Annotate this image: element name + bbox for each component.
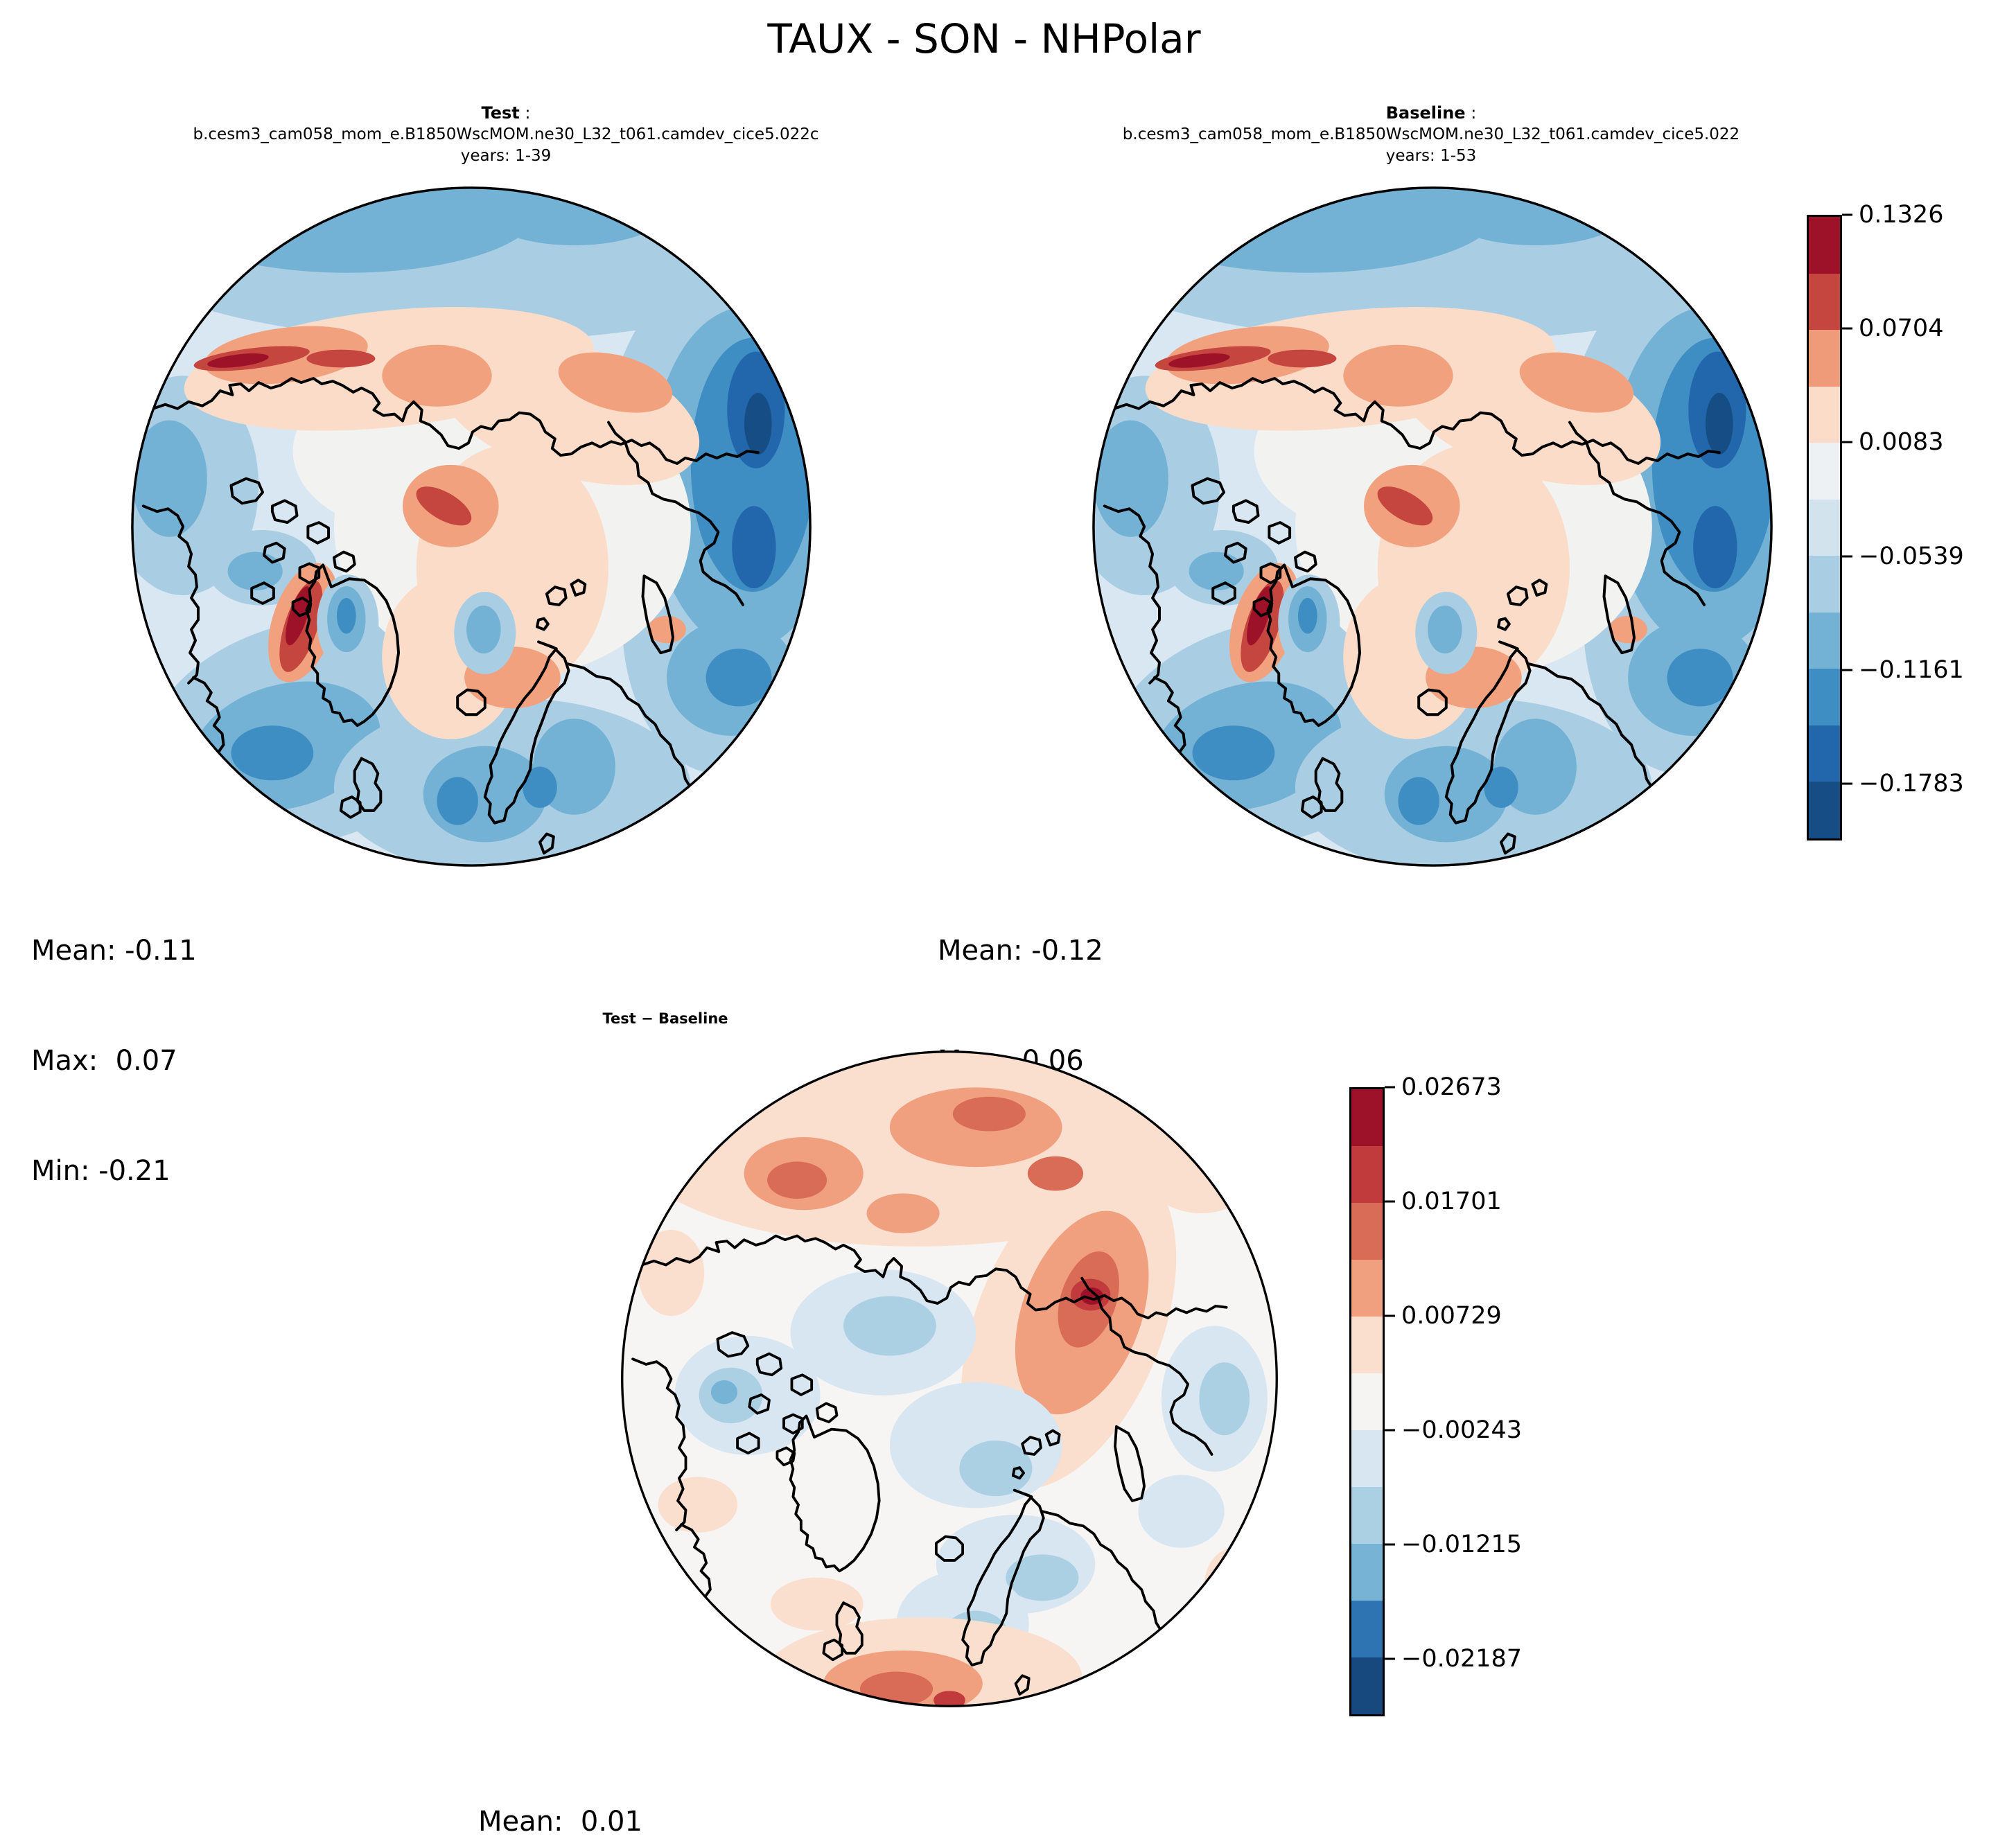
colorbar-segment — [1809, 499, 1840, 556]
test-case-name: b.cesm3_cam058_mom_e.B1850WscMOM.ne30_L3… — [193, 125, 819, 143]
colorbar-tick-label: 0.0083 — [1859, 428, 1944, 457]
main-colorbar: 0.1326 0.0704 0.0083 −0.0539 −0.1161 −0.1783 — [1807, 201, 1964, 841]
test-map — [128, 184, 814, 870]
colorbar-segment — [1351, 1601, 1383, 1657]
colorbar-segment — [1809, 669, 1840, 725]
colorbar-tick-label: 0.02673 — [1401, 1073, 1502, 1101]
colorbar-tick-label: −0.01215 — [1401, 1531, 1523, 1559]
colorbar-tick-label: −0.02187 — [1401, 1645, 1523, 1673]
baseline-years: years: 1-53 — [1385, 147, 1477, 165]
colorbar-segment — [1809, 443, 1840, 500]
test-stats: Mean: -0.11 Max: 0.07 Min: -0.21 — [31, 859, 197, 1263]
baseline-label-line: Baseline : — [1043, 103, 1819, 124]
colorbar-tick-mark — [1842, 213, 1852, 216]
colorbar-segment — [1809, 725, 1840, 782]
test-panel-header: Test : b.cesm3_cam058_mom_e.B1850WscMOM.… — [118, 103, 894, 167]
colorbar-tick-mark — [1842, 669, 1852, 671]
colorbar-tick-label: 0.00729 — [1401, 1302, 1502, 1330]
colorbar-segment — [1351, 1487, 1383, 1544]
colorbar-tick-mark — [1385, 1200, 1395, 1203]
colorbar-tick-mark — [1385, 1429, 1395, 1432]
baseline-label-suffix: : — [1465, 103, 1477, 123]
colorbar-segment — [1809, 273, 1840, 331]
colorbar-tick-mark — [1385, 1314, 1395, 1317]
test-label-suffix: : — [519, 103, 531, 123]
colorbar-segment — [1351, 1317, 1383, 1373]
colorbar-segment — [1351, 1260, 1383, 1317]
colorbar-tick-label: 0.1326 — [1859, 201, 1944, 229]
colorbar-segment — [1351, 1089, 1383, 1146]
colorbar-segment — [1351, 1146, 1383, 1203]
baseline-mean: Mean: -0.12 — [938, 935, 1103, 967]
colorbar-tick-mark — [1842, 782, 1852, 785]
colorbar-tick-label: −0.0539 — [1859, 542, 1964, 570]
colorbar-segment — [1351, 1203, 1383, 1260]
colorbar-segment — [1809, 782, 1840, 839]
baseline-map — [1089, 184, 1776, 870]
colorbar-segment — [1809, 556, 1840, 613]
colorbar-tick-label: 0.0704 — [1859, 315, 1944, 343]
colorbar-segment — [1809, 386, 1840, 443]
colorbar-tick-mark — [1842, 555, 1852, 558]
colorbar-tick-label: −0.00243 — [1401, 1416, 1523, 1445]
test-mean: Mean: -0.11 — [31, 935, 197, 967]
colorbar-segment — [1809, 612, 1840, 669]
colorbar-segment — [1809, 330, 1840, 387]
colorbar-tick-label: 0.01701 — [1401, 1188, 1502, 1216]
colorbar-tick-label: −0.1783 — [1859, 769, 1964, 798]
baseline-label: Baseline — [1385, 103, 1466, 123]
colorbar-segment — [1351, 1544, 1383, 1601]
baseline-panel-header: Baseline : b.cesm3_cam058_mom_e.B1850Wsc… — [1043, 103, 1819, 167]
test-years: years: 1-39 — [460, 147, 552, 165]
diff-stats: Mean: 0.01 Max: 0.03 Min: -0.02 — [478, 1730, 642, 1848]
diff-colorbar: 0.02673 0.01701 0.00729 −0.00243 −0.01215 −0.… — [1349, 1073, 1522, 1716]
colorbar-segments — [1349, 1087, 1385, 1716]
colorbar-segments — [1807, 215, 1842, 841]
colorbar-segment — [1351, 1373, 1383, 1430]
colorbar-tick-mark — [1842, 441, 1852, 443]
diff-mean: Mean: 0.01 — [478, 1806, 642, 1838]
colorbar-segment — [1351, 1657, 1383, 1714]
colorbar-tick-mark — [1842, 327, 1852, 330]
baseline-case-name: b.cesm3_cam058_mom_e.B1850WscMOM.ne30_L3… — [1122, 125, 1740, 143]
test-label-line: Test : — [118, 103, 894, 124]
colorbar-tick-mark — [1385, 1086, 1395, 1089]
diff-panel-title: Test − Baseline — [602, 1010, 728, 1027]
colorbar-segment — [1351, 1430, 1383, 1487]
colorbar-tick-mark — [1385, 1657, 1395, 1660]
colorbar-tick-mark — [1385, 1543, 1395, 1546]
colorbar-segment — [1809, 217, 1840, 274]
test-min: Min: -0.21 — [31, 1155, 170, 1187]
test-max: Max: 0.07 — [31, 1045, 177, 1077]
test-label: Test — [481, 103, 520, 123]
colorbar-tick-label: −0.1161 — [1859, 655, 1964, 684]
diff-map — [618, 1048, 1281, 1710]
page-title: TAUX - SON - NHPolar — [767, 15, 1201, 62]
